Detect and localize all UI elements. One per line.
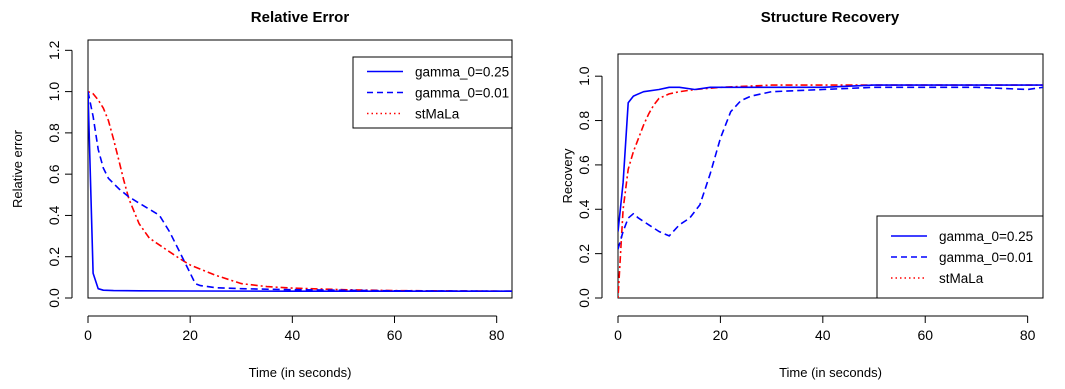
y-tick-label: 0.2 (46, 247, 62, 267)
structure-recovery-chart: Structure Recovery 0 20 40 60 80 Time (in seco… (560, 9, 1044, 380)
y-tick-label: 1.2 (46, 40, 62, 60)
x-axis-label: Time (in seconds) (249, 365, 352, 380)
x-tick-label: 80 (1020, 327, 1036, 343)
y-tick-label: 0.4 (576, 199, 592, 219)
legend-entry: gamma_0=0.01 (415, 86, 509, 101)
series-line-gamma-025 (618, 84, 1043, 232)
chart-title: Relative Error (251, 9, 350, 26)
plot-area-frame (87, 39, 513, 299)
legend: gamma_0=0.25 gamma_0=0.01 stMaLa (352, 56, 513, 129)
series-group (618, 84, 1043, 298)
series-line-gamma-001 (88, 91, 512, 292)
x-tick-label: 20 (713, 327, 729, 343)
chart-title: Structure Recovery (761, 9, 900, 26)
plot-area-frame (617, 53, 1044, 299)
y-tick-label: 1.0 (576, 66, 592, 86)
x-tick-label: 40 (285, 327, 301, 343)
legend-entry: stMaLa (415, 107, 460, 122)
y-tick-label: 0.2 (576, 244, 592, 264)
y-tick-label: 0.8 (46, 123, 62, 143)
legend-entry: gamma_0=0.25 (415, 65, 509, 80)
legend: gamma_0=0.25 gamma_0=0.01 stMaLa (876, 215, 1044, 299)
y-tick-label: 0.0 (576, 288, 592, 308)
series-group (88, 90, 512, 292)
x-tick-label: 60 (387, 327, 403, 343)
x-tick-label: 40 (815, 327, 831, 343)
y-tick-label: 0.8 (576, 111, 592, 131)
y-tick-label: 0.6 (576, 155, 592, 175)
y-tick-label: 0.6 (46, 164, 62, 184)
legend-entry: gamma_0=0.01 (939, 250, 1033, 265)
legend-entry: gamma_0=0.25 (939, 229, 1033, 244)
y-tick-label: 0.0 (46, 288, 62, 308)
x-axis-label: Time (in seconds) (779, 365, 882, 380)
series-line-stmala (88, 90, 512, 292)
x-tick-label: 60 (917, 327, 933, 343)
y-axis-label: Recovery (560, 148, 575, 203)
relative-error-chart: Relative Error 0 20 40 60 80 Time (in seconds)… (10, 9, 513, 380)
y-axis-label: Relative error (10, 129, 25, 208)
y-tick-label: 0.4 (46, 205, 62, 225)
y-tick-label: 1.0 (46, 82, 62, 102)
legend-entry: stMaLa (939, 271, 984, 286)
series-line-gamma-001 (618, 86, 1043, 250)
x-tick-label: 80 (489, 327, 505, 343)
series-line-gamma-025 (88, 91, 512, 292)
x-tick-label: 20 (182, 327, 198, 343)
x-tick-label: 0 (84, 327, 92, 343)
x-tick-label: 0 (614, 327, 622, 343)
